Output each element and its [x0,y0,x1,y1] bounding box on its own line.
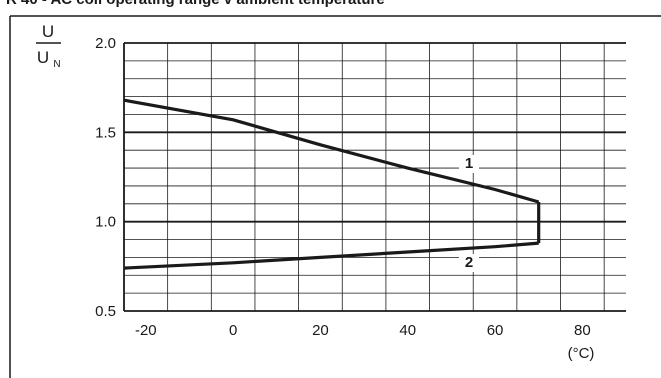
y-label-denominator: U [37,48,49,67]
series-1-label-bg [459,155,479,173]
x-tick-label: 0 [229,322,237,339]
series-1-label: 1 [465,155,473,172]
y-tick-label: 1.5 [95,124,116,141]
series-2-label-bg [459,254,479,272]
y-label-denominator-main: U [37,48,49,67]
y-tick-label: 1.0 [95,214,116,231]
x-tick-label: 60 [487,322,504,339]
y-tick-label: 0.5 [95,303,116,320]
x-tick-label: 40 [399,322,416,339]
series-1-line [123,98,540,204]
x-axis-unit: (°C) [568,345,595,362]
series-2-line [123,241,539,270]
y-label-denominator-subscript: N [53,59,60,70]
chart-title: R 40 - AC coil operating range v ambient… [6,0,385,8]
x-tick-label: -20 [135,322,157,339]
y-tick-label: 2.0 [95,35,116,52]
series-2-label: 2 [465,254,473,271]
x-tick-label: 20 [312,322,329,339]
x-tick-label: 80 [574,322,591,339]
y-label-numerator: U [42,22,54,41]
